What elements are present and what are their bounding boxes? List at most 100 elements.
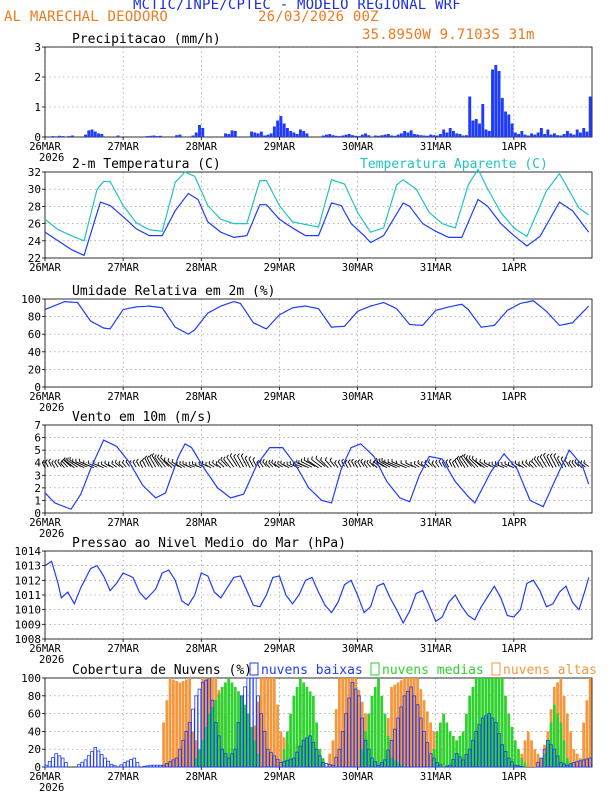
x-tick-label: 1APR xyxy=(501,517,527,529)
wind-barb-flag xyxy=(118,460,121,464)
wind-barb xyxy=(115,462,121,467)
wind-barb xyxy=(372,463,378,469)
y-tick-label: 100 xyxy=(21,293,41,306)
cloud-bar-low xyxy=(217,735,221,768)
wind-frame xyxy=(44,424,593,514)
x-tick-label: 28MAR xyxy=(185,643,217,655)
cloud-bar-low xyxy=(226,757,231,768)
y-tick-label: 1014 xyxy=(15,545,42,558)
cloud-bar-high xyxy=(396,682,400,767)
precip-bar xyxy=(510,123,514,137)
cloud-bar-high xyxy=(191,731,195,767)
wind-barb-flag xyxy=(424,460,427,464)
cloud-title: Cobertura de Nuvens (%) xyxy=(72,663,252,678)
cloud-bar-low xyxy=(373,761,378,768)
precip-bar xyxy=(191,135,195,137)
wind-barb-flag xyxy=(536,455,540,459)
precip-bar xyxy=(90,129,94,137)
cloud-bar-low xyxy=(275,758,280,768)
cloud-bar-low xyxy=(152,764,156,768)
wind-barb xyxy=(387,461,401,468)
wind-barb xyxy=(45,461,49,468)
wind-barb xyxy=(189,464,195,468)
wind-barb xyxy=(377,461,388,469)
wind-barb-flag xyxy=(51,459,54,463)
cloud-bar-high xyxy=(425,711,429,767)
wind-barb xyxy=(51,462,56,468)
wind-barb xyxy=(208,463,215,468)
wind-barb-flag xyxy=(334,460,337,464)
wind-barb-flag xyxy=(220,456,223,460)
cloud-bar-mid xyxy=(393,760,397,767)
wind-barb-flag xyxy=(557,455,560,459)
cloud-bar-low xyxy=(174,757,179,768)
wind-barb xyxy=(454,460,459,468)
precip-bar xyxy=(565,131,569,137)
wind-barb xyxy=(543,455,551,467)
wind-barb xyxy=(475,460,485,469)
wind-barb xyxy=(421,463,427,469)
wind-barb-flag xyxy=(471,455,474,459)
wind-barb xyxy=(360,461,365,467)
wind-barb-flag xyxy=(337,459,341,463)
wind-barb xyxy=(320,459,329,469)
precip-bar xyxy=(465,135,468,137)
cloud-bar-low xyxy=(135,762,140,768)
precip-bar xyxy=(517,134,521,137)
wind-barb-flag xyxy=(114,459,117,463)
wind-barb xyxy=(132,461,137,468)
precip-bar xyxy=(302,131,306,137)
precip-bar xyxy=(536,132,540,137)
cloud-bar-mid xyxy=(507,713,511,767)
cloud-bar-mid xyxy=(438,722,442,767)
wind-barb-flag xyxy=(141,457,145,461)
precip-bar xyxy=(61,136,65,137)
precip-bar xyxy=(458,134,462,137)
precip-bar xyxy=(504,111,508,137)
cloud-bar-low xyxy=(142,766,146,768)
cloud-bar-low xyxy=(519,766,524,768)
wind-barb xyxy=(369,461,375,467)
wind-barb-flag xyxy=(454,457,458,461)
cloud-bar-low xyxy=(383,759,387,768)
cloud-bar-mid xyxy=(250,726,253,767)
wind-barb xyxy=(498,465,505,469)
wind-barb xyxy=(286,464,293,468)
y-tick-label: 0 xyxy=(34,131,41,144)
cloud-bar-low xyxy=(204,679,208,768)
x-tick-label: 29MAR xyxy=(264,141,296,153)
cloud-bar-mid xyxy=(233,686,237,767)
cloud-bar-mid xyxy=(390,758,393,767)
cloud-bar-low xyxy=(282,761,286,768)
cloud-bar-low xyxy=(305,737,309,768)
cloud-bar-low xyxy=(194,695,198,768)
precip-bar xyxy=(386,134,390,137)
precip-bar xyxy=(325,134,328,137)
x-tick-label: 28MAR xyxy=(185,141,217,153)
rh-panel: 0 20 40 60 80 100 26MAR 27MAR 28MAR 29MAR 30MAR 31M… xyxy=(21,284,593,414)
cloud-bar-high xyxy=(181,680,185,767)
precip-bar xyxy=(556,135,560,137)
cloud-bar-low xyxy=(327,763,332,768)
y-tick-label: 1013 xyxy=(15,560,42,573)
wind-barb-flag xyxy=(121,459,125,463)
wind-barb xyxy=(146,457,153,468)
cloud-bar-low xyxy=(350,682,355,768)
precip-bar xyxy=(100,134,104,137)
wind-barb-flag xyxy=(45,459,48,463)
wind-barb xyxy=(311,459,323,468)
cloud-bar-low xyxy=(158,764,163,768)
wind-barb xyxy=(67,459,78,468)
wind-barb-flag xyxy=(160,454,163,458)
y-tick-label: 20 xyxy=(28,363,41,376)
cloud-bar-low xyxy=(552,748,557,768)
x-tick-label: 31MAR xyxy=(420,141,452,153)
wind-barb xyxy=(568,462,573,469)
cloud-bar-low xyxy=(399,706,404,768)
cloud-bar-mid xyxy=(497,678,501,767)
precip-bar xyxy=(491,69,494,137)
cloud-bar-high xyxy=(344,678,348,767)
precip-bar xyxy=(500,98,504,137)
cloud-bar-low xyxy=(379,762,384,768)
precip-bar xyxy=(429,134,433,137)
